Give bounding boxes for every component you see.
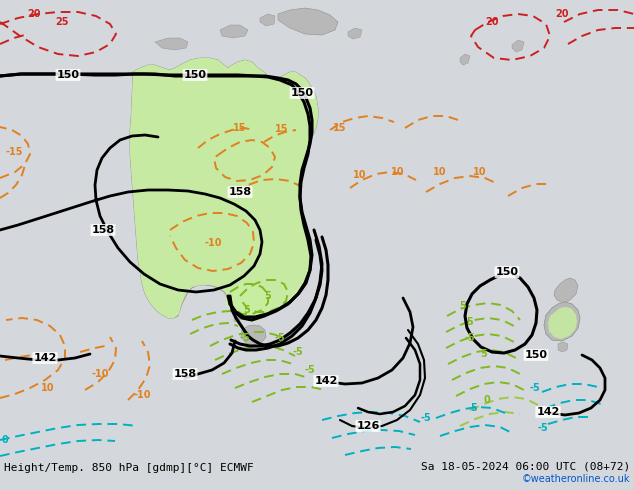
Polygon shape — [278, 8, 338, 35]
Text: 10: 10 — [473, 167, 487, 177]
Text: 5: 5 — [481, 349, 488, 359]
Text: 10: 10 — [353, 170, 366, 180]
Text: -5: -5 — [529, 383, 540, 393]
Text: -15: -15 — [5, 147, 23, 157]
Text: 5: 5 — [470, 403, 477, 413]
Polygon shape — [348, 28, 362, 39]
Polygon shape — [460, 54, 470, 65]
Text: 142: 142 — [314, 376, 338, 386]
Text: -10: -10 — [133, 390, 151, 400]
Text: 158: 158 — [228, 187, 252, 197]
Text: 15: 15 — [275, 124, 288, 134]
Text: 5: 5 — [467, 317, 474, 327]
Text: -5: -5 — [465, 333, 476, 343]
Text: 150: 150 — [496, 267, 519, 277]
Polygon shape — [234, 315, 240, 322]
Text: 150: 150 — [524, 350, 548, 360]
Text: 5: 5 — [243, 305, 250, 315]
Polygon shape — [130, 58, 318, 320]
Text: 15: 15 — [333, 123, 347, 133]
Text: 20: 20 — [555, 9, 569, 19]
Text: 150: 150 — [56, 70, 79, 80]
Text: Sa 18-05-2024 06:00 UTC (08+72): Sa 18-05-2024 06:00 UTC (08+72) — [421, 461, 630, 471]
Text: 20: 20 — [485, 17, 499, 27]
Polygon shape — [225, 284, 272, 322]
Polygon shape — [558, 342, 568, 352]
Text: 20: 20 — [27, 9, 41, 19]
Polygon shape — [241, 325, 266, 345]
Polygon shape — [220, 25, 248, 38]
Polygon shape — [260, 14, 275, 26]
Text: 142: 142 — [536, 407, 560, 417]
Polygon shape — [544, 302, 580, 341]
Text: ©weatheronline.co.uk: ©weatheronline.co.uk — [522, 474, 630, 484]
Text: 158: 158 — [91, 225, 115, 235]
Text: 0: 0 — [2, 435, 8, 445]
Text: 150: 150 — [290, 88, 313, 98]
Text: 10: 10 — [433, 167, 447, 177]
Polygon shape — [130, 58, 318, 320]
Text: 10: 10 — [41, 383, 55, 393]
Polygon shape — [548, 307, 577, 339]
Text: 5: 5 — [264, 291, 271, 301]
Text: -5: -5 — [538, 423, 548, 433]
Text: -5: -5 — [420, 413, 431, 423]
Text: -5: -5 — [240, 333, 250, 343]
Text: 150: 150 — [183, 70, 207, 80]
Text: 25: 25 — [55, 17, 68, 27]
Text: -5: -5 — [275, 333, 285, 343]
Text: 5: 5 — [460, 301, 467, 311]
Text: -5: -5 — [293, 347, 304, 357]
Text: 142: 142 — [34, 353, 56, 363]
Text: 10: 10 — [391, 167, 404, 177]
Polygon shape — [544, 302, 580, 341]
Text: 0: 0 — [484, 395, 490, 405]
Text: 126: 126 — [356, 421, 380, 431]
Polygon shape — [512, 40, 524, 52]
Text: 15: 15 — [233, 123, 247, 133]
Text: -5: -5 — [304, 365, 315, 375]
Polygon shape — [554, 278, 578, 303]
Text: -10: -10 — [204, 238, 222, 248]
Text: Height/Temp. 850 hPa [gdmp][°C] ECMWF: Height/Temp. 850 hPa [gdmp][°C] ECMWF — [4, 463, 254, 473]
Polygon shape — [155, 38, 188, 50]
Text: -10: -10 — [91, 369, 109, 379]
Text: 158: 158 — [174, 369, 197, 379]
